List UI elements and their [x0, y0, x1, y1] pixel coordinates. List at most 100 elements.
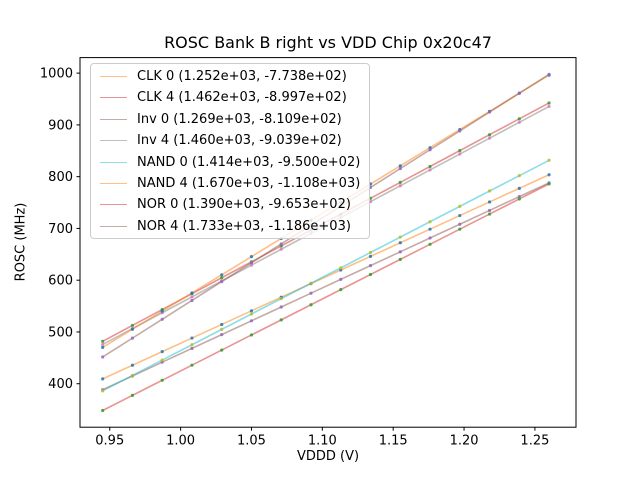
data-point	[487, 189, 492, 193]
y-tick-label: 400	[48, 377, 73, 392]
data-point	[101, 339, 105, 343]
x-tick-label: 1.05	[237, 434, 266, 449]
data-point	[398, 241, 402, 245]
data-point	[190, 298, 194, 303]
data-point	[279, 305, 283, 309]
legend-label: NAND 0 (1.414e+03, -9.500e+02)	[137, 154, 361, 170]
data-point	[487, 133, 492, 137]
data-point	[398, 164, 402, 168]
data-point	[309, 281, 313, 285]
data-point	[249, 312, 254, 316]
data-point	[517, 197, 521, 201]
data-point	[279, 247, 283, 251]
y-tick-label: 900	[48, 118, 73, 133]
data-point	[398, 235, 402, 239]
data-point	[190, 346, 194, 350]
legend-entry: CLK 4 (1.462e+03, -8.997e+02)	[100, 90, 360, 105]
legend-line-swatch	[100, 204, 127, 206]
y-axis-label: ROSC (MHz)	[13, 202, 29, 282]
data-point	[547, 158, 551, 162]
data-point	[428, 220, 432, 224]
y-tick-label: 600	[48, 274, 73, 289]
data-point	[160, 317, 164, 321]
data-point	[458, 227, 462, 231]
legend-label: Inv 4 (1.460e+03, -9.039e+02)	[137, 133, 342, 149]
data-point	[428, 168, 432, 172]
y-axis-ticks: 400 500 600 700 800 900 1000	[40, 67, 80, 392]
data-point	[458, 222, 462, 226]
scatter-clk-0	[101, 173, 551, 381]
legend-entry: NOR 4 (1.733e+03, -1.186e+03)	[100, 219, 360, 234]
data-point	[220, 332, 224, 337]
data-point	[517, 120, 521, 124]
legend-label: NAND 4 (1.670e+03, -1.108e+03)	[137, 175, 361, 191]
data-point	[458, 152, 462, 156]
data-point	[249, 255, 254, 259]
data-point	[339, 266, 343, 270]
legend-entry: Inv 4 (1.460e+03, -9.039e+02)	[100, 133, 360, 148]
x-tick-label: 1.15	[379, 434, 408, 449]
data-point	[220, 327, 224, 331]
data-point	[487, 110, 492, 114]
data-point	[249, 263, 254, 267]
data-point	[547, 101, 551, 105]
y-tick-label: 800	[48, 170, 73, 185]
data-point	[279, 242, 283, 246]
legend-entry: NOR 0 (1.390e+03, -9.653e+02)	[100, 197, 360, 212]
data-point	[517, 186, 521, 190]
data-point	[517, 91, 521, 95]
data-point	[220, 280, 224, 284]
legend-label: NOR 0 (1.390e+03, -9.653e+02)	[137, 197, 351, 213]
data-point	[428, 164, 432, 169]
scatter-nand-0	[101, 158, 551, 393]
data-point	[130, 393, 135, 397]
legend-label: CLK 4 (1.462e+03, -8.997e+02)	[137, 90, 347, 106]
data-point	[190, 336, 194, 340]
data-point	[190, 363, 194, 367]
legend-line-swatch	[100, 118, 127, 120]
y-tick-label: 1000	[40, 67, 73, 82]
data-point	[160, 358, 164, 362]
legend-line-swatch	[100, 76, 127, 77]
data-point	[398, 184, 402, 188]
data-point	[279, 318, 283, 322]
data-point	[458, 129, 462, 133]
data-point	[220, 348, 224, 352]
scatter-nor-0	[101, 182, 551, 413]
data-point	[220, 276, 224, 280]
data-point	[160, 350, 164, 354]
data-point	[547, 72, 551, 76]
legend-line-swatch	[100, 225, 127, 227]
data-point	[368, 264, 373, 268]
data-point	[130, 323, 135, 328]
data-point	[249, 309, 254, 313]
data-point	[398, 257, 402, 261]
x-tick-label: 1.00	[166, 434, 195, 449]
x-axis-ticks: 0.95 1.00 1.05 1.10 1.15 1.20 1.25	[95, 427, 549, 449]
y-tick-label: 500	[48, 325, 73, 340]
data-point	[487, 208, 492, 213]
fit-line-clk-0	[102, 174, 550, 380]
axes-frame	[79, 57, 577, 428]
data-point	[101, 355, 105, 359]
legend-label: Inv 0 (1.269e+03, -8.109e+02)	[137, 111, 342, 127]
data-point	[368, 254, 373, 258]
data-point	[547, 182, 551, 186]
data-point	[130, 327, 135, 331]
data-point	[339, 277, 343, 282]
data-point	[398, 166, 402, 171]
data-point	[428, 242, 432, 246]
x-tick-label: 0.95	[95, 434, 124, 449]
data-point	[547, 104, 551, 109]
fit-line-nor-0	[102, 183, 550, 412]
data-point	[279, 297, 283, 301]
data-point	[458, 213, 462, 218]
data-point	[458, 204, 462, 208]
legend-line-swatch	[100, 161, 127, 163]
legend-line-swatch	[100, 182, 127, 184]
legend-entry: Inv 0 (1.269e+03, -8.109e+02)	[100, 112, 360, 127]
data-point	[130, 373, 135, 378]
x-axis-label: VDDD (V)	[296, 449, 360, 464]
data-point	[249, 333, 254, 337]
chart-title: ROSC Bank B right vs VDD Chip 0x20c47	[164, 33, 492, 52]
